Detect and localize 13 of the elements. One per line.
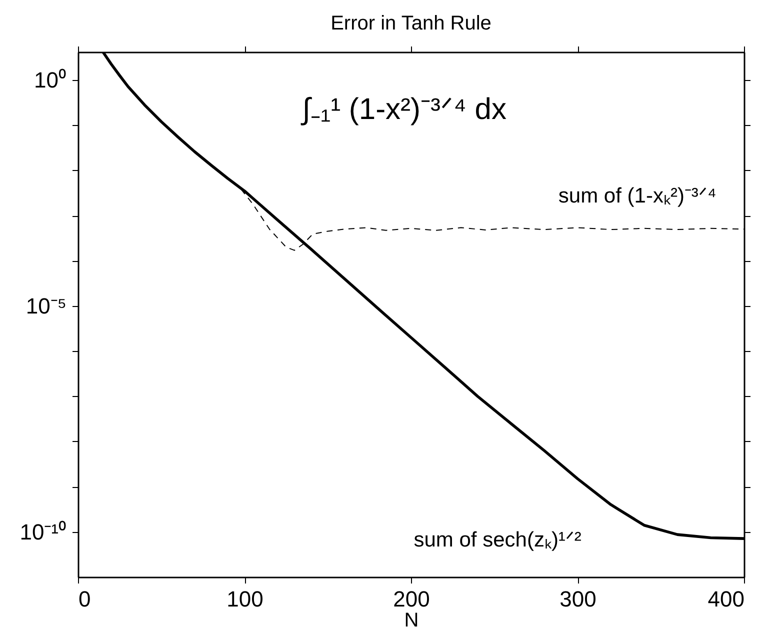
chart-title: Error in Tanh Rule xyxy=(330,12,492,34)
annotation: ∫₋₁¹ (1-x²)⁻³ᐟ⁴ dx xyxy=(300,93,506,126)
x-axis-title: N xyxy=(404,610,419,632)
x-tick-label: 300 xyxy=(560,586,596,612)
series-label: sum of sech(zₖ)¹ᐟ² xyxy=(414,528,582,552)
x-tick-label: 100 xyxy=(226,586,264,612)
y-tick-label: 10⁻⁵ xyxy=(26,293,66,318)
y-tick-label: 10⁻¹⁰ xyxy=(20,519,66,544)
x-tick-label: 0 xyxy=(78,586,91,612)
x-tick-label: 200 xyxy=(393,586,430,612)
series-label: sum of (1-xₖ²)⁻³ᐟ⁴ xyxy=(558,184,716,208)
x-tick-label: 400 xyxy=(708,586,744,612)
y-tick-label: 10⁰ xyxy=(34,68,66,93)
